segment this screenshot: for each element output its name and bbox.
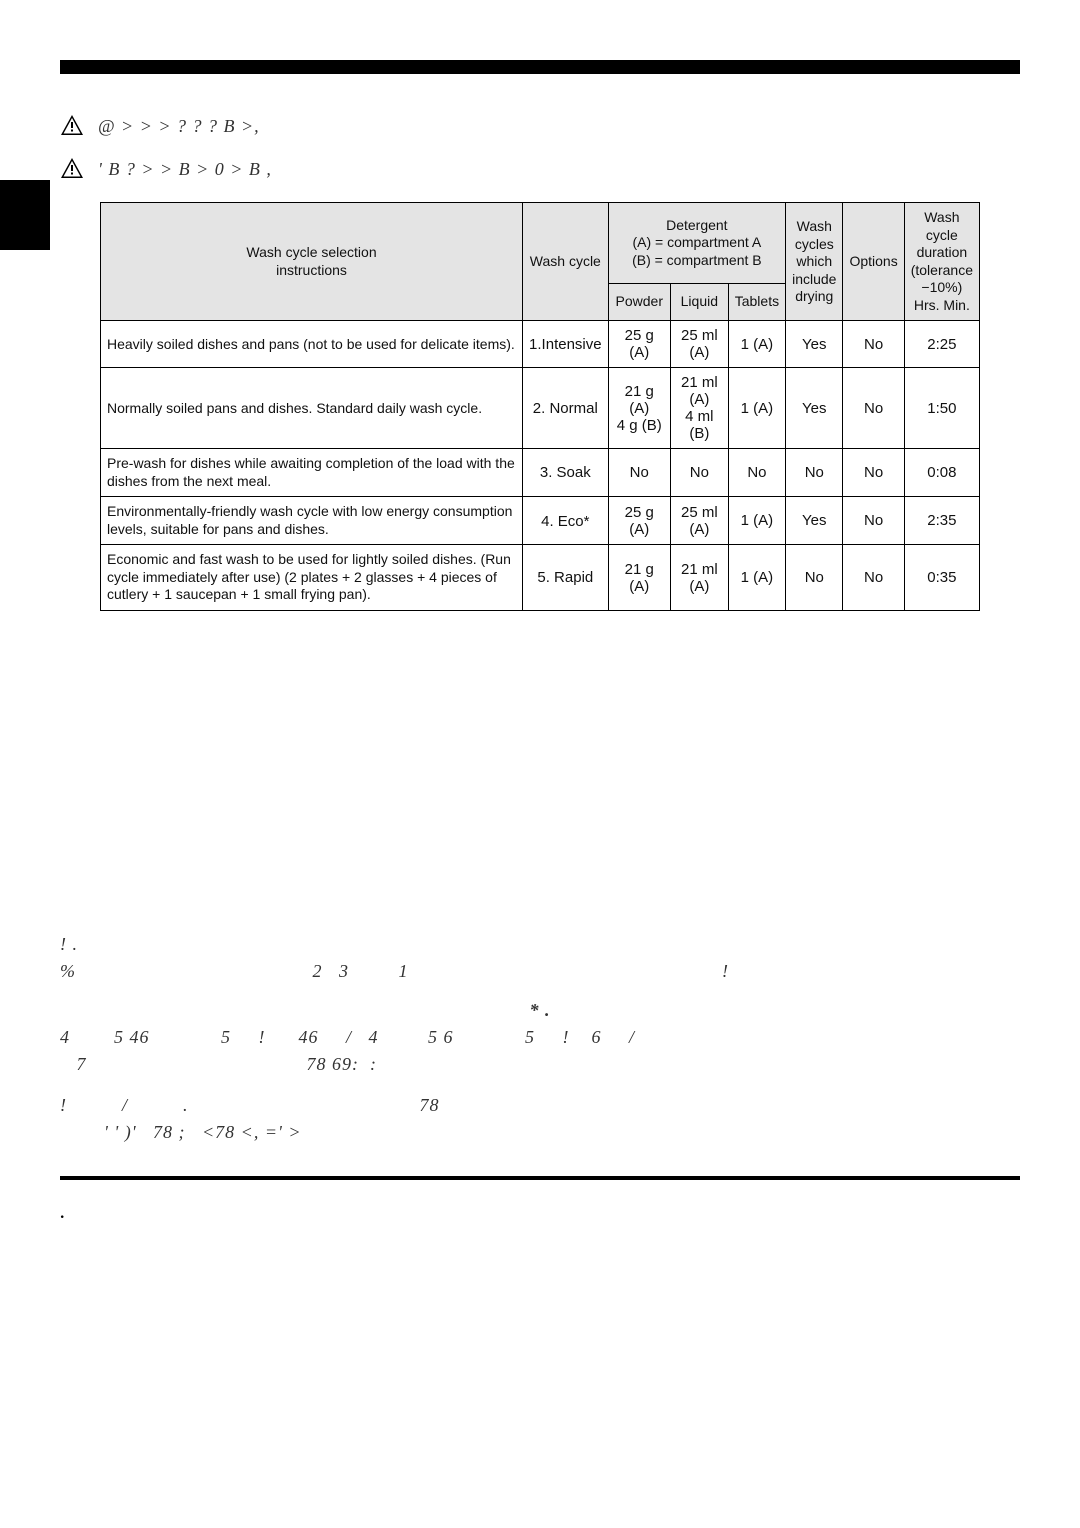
th-drying: Wash cycles which include drying bbox=[786, 203, 843, 321]
table-row: Pre-wash for dishes while awaiting compl… bbox=[101, 449, 980, 497]
cell-desc: Heavily soiled dishes and pans (not to b… bbox=[101, 321, 523, 368]
cell-duration: 0:35 bbox=[904, 545, 979, 611]
fn-line3: 4 5 46 5 ! 46 / 4 5 6 5 ! 6 / bbox=[60, 1024, 1020, 1051]
th-instructions-l1: Wash cycle selection bbox=[107, 244, 516, 262]
th-dry-l1: Wash bbox=[792, 218, 836, 236]
th-dry-l4: include bbox=[792, 271, 836, 289]
cell-options: No bbox=[843, 321, 904, 368]
cell-desc: Normally soiled pans and dishes. Standar… bbox=[101, 368, 523, 449]
table-row: Environmentally-friendly wash cycle with… bbox=[101, 497, 980, 545]
top-rule bbox=[60, 60, 1020, 74]
th-washcycle: Wash cycle bbox=[523, 203, 609, 321]
fn-line6: ' ' )' 78 ; <78 <, =' > bbox=[60, 1119, 1020, 1146]
cell-desc: Pre-wash for dishes while awaiting compl… bbox=[101, 449, 523, 497]
th-dry-l2: cycles bbox=[792, 236, 836, 254]
th-dry-l3: which bbox=[792, 253, 836, 271]
cell-desc: Environmentally-friendly wash cycle with… bbox=[101, 497, 523, 545]
th-dur-l6: Hrs. Min. bbox=[911, 297, 973, 315]
th-options: Options bbox=[843, 203, 904, 321]
cell-tablets: No bbox=[728, 449, 785, 497]
cell-tablets: 1 (A) bbox=[728, 497, 785, 545]
cell-desc: Economic and fast wash to be used for li… bbox=[101, 545, 523, 611]
cell-powder: 21 g (A) 4 g (B) bbox=[608, 368, 670, 449]
cell-liquid: 21 ml (A) bbox=[670, 545, 728, 611]
fn-star-title: * . bbox=[60, 997, 1020, 1024]
th-dur-l5: −10%) bbox=[911, 279, 973, 297]
th-dry-l5: drying bbox=[792, 288, 836, 306]
warning-icon bbox=[60, 114, 84, 136]
fn-line1: ! . bbox=[60, 931, 1020, 958]
page-number: . bbox=[60, 1198, 1020, 1224]
table-row: Normally soiled pans and dishes. Standar… bbox=[101, 368, 980, 449]
th-liquid: Liquid bbox=[670, 283, 728, 321]
cell-drying: Yes bbox=[786, 368, 843, 449]
cell-drying: Yes bbox=[786, 321, 843, 368]
th-tablets: Tablets bbox=[728, 283, 785, 321]
th-dur-l4: (tolerance bbox=[911, 262, 973, 280]
cell-cycle: 5. Rapid bbox=[523, 545, 609, 611]
cell-cycle: 2. Normal bbox=[523, 368, 609, 449]
th-dur-l1: Wash bbox=[911, 209, 973, 227]
cell-duration: 2:35 bbox=[904, 497, 979, 545]
cell-duration: 1:50 bbox=[904, 368, 979, 449]
cell-options: No bbox=[843, 368, 904, 449]
cell-drying: No bbox=[786, 449, 843, 497]
table-header-row-1: Wash cycle selection instructions Wash c… bbox=[101, 203, 980, 284]
warning-text-2: ' B ? > > B > 0 > B , bbox=[98, 157, 1020, 182]
th-detergent: Detergent (A) = compartment A (B) = comp… bbox=[608, 203, 786, 284]
side-tab bbox=[0, 180, 50, 250]
cell-drying: No bbox=[786, 545, 843, 611]
warning-row-1: @ > > > ? ? ? B >, bbox=[60, 114, 1020, 139]
cell-liquid: 25 ml (A) bbox=[670, 321, 728, 368]
cell-cycle: 3. Soak bbox=[523, 449, 609, 497]
cell-cycle-text: 4. Eco* bbox=[541, 513, 589, 530]
cell-duration: 0:08 bbox=[904, 449, 979, 497]
cell-powder: 25 g (A) bbox=[608, 497, 670, 545]
program-table: Wash cycle selection instructions Wash c… bbox=[100, 202, 980, 611]
th-det-l2: (A) = compartment A bbox=[615, 234, 780, 252]
th-dur-l2: cycle bbox=[911, 227, 973, 245]
th-det-l1: Detergent bbox=[615, 217, 780, 235]
table-row: Heavily soiled dishes and pans (not to b… bbox=[101, 321, 980, 368]
fn-line4: 7 78 69: : bbox=[60, 1051, 1020, 1078]
cell-options: No bbox=[843, 545, 904, 611]
cell-options: No bbox=[843, 449, 904, 497]
th-powder: Powder bbox=[608, 283, 670, 321]
cell-cycle: 1.Intensive bbox=[523, 321, 609, 368]
th-instructions: Wash cycle selection instructions bbox=[101, 203, 523, 321]
th-det-l3: (B) = compartment B bbox=[615, 252, 780, 270]
cell-powder: 25 g (A) bbox=[608, 321, 670, 368]
cell-powder: No bbox=[608, 449, 670, 497]
warning-text-1: @ > > > ? ? ? B >, bbox=[98, 114, 1020, 139]
table-body: Heavily soiled dishes and pans (not to b… bbox=[101, 321, 980, 611]
th-instructions-l2: instructions bbox=[107, 262, 516, 280]
fn-line2: % 2 3 1 ! bbox=[60, 958, 1020, 985]
fn-line5: ! / . 78 bbox=[60, 1092, 1020, 1119]
cell-options: No bbox=[843, 497, 904, 545]
cell-tablets: 1 (A) bbox=[728, 545, 785, 611]
cell-liquid: 21 ml (A) 4 ml (B) bbox=[670, 368, 728, 449]
cell-powder: 21 g (A) bbox=[608, 545, 670, 611]
warning-row-2: ' B ? > > B > 0 > B , bbox=[60, 157, 1020, 182]
th-dur-l3: duration bbox=[911, 244, 973, 262]
bottom-rule bbox=[60, 1176, 1020, 1180]
cell-cycle: 4. Eco* bbox=[523, 497, 609, 545]
program-table-wrap: Wash cycle selection instructions Wash c… bbox=[100, 202, 980, 611]
cell-drying: Yes bbox=[786, 497, 843, 545]
table-row: Economic and fast wash to be used for li… bbox=[101, 545, 980, 611]
cell-tablets: 1 (A) bbox=[728, 321, 785, 368]
footnotes: ! . % 2 3 1 ! * . 4 5 46 5 ! 46 bbox=[60, 931, 1020, 1146]
cell-liquid: 25 ml (A) bbox=[670, 497, 728, 545]
th-duration: Wash cycle duration (tolerance −10%) Hrs… bbox=[904, 203, 979, 321]
cell-liquid: No bbox=[670, 449, 728, 497]
cell-duration: 2:25 bbox=[904, 321, 979, 368]
cell-tablets: 1 (A) bbox=[728, 368, 785, 449]
warning-icon bbox=[60, 157, 84, 179]
